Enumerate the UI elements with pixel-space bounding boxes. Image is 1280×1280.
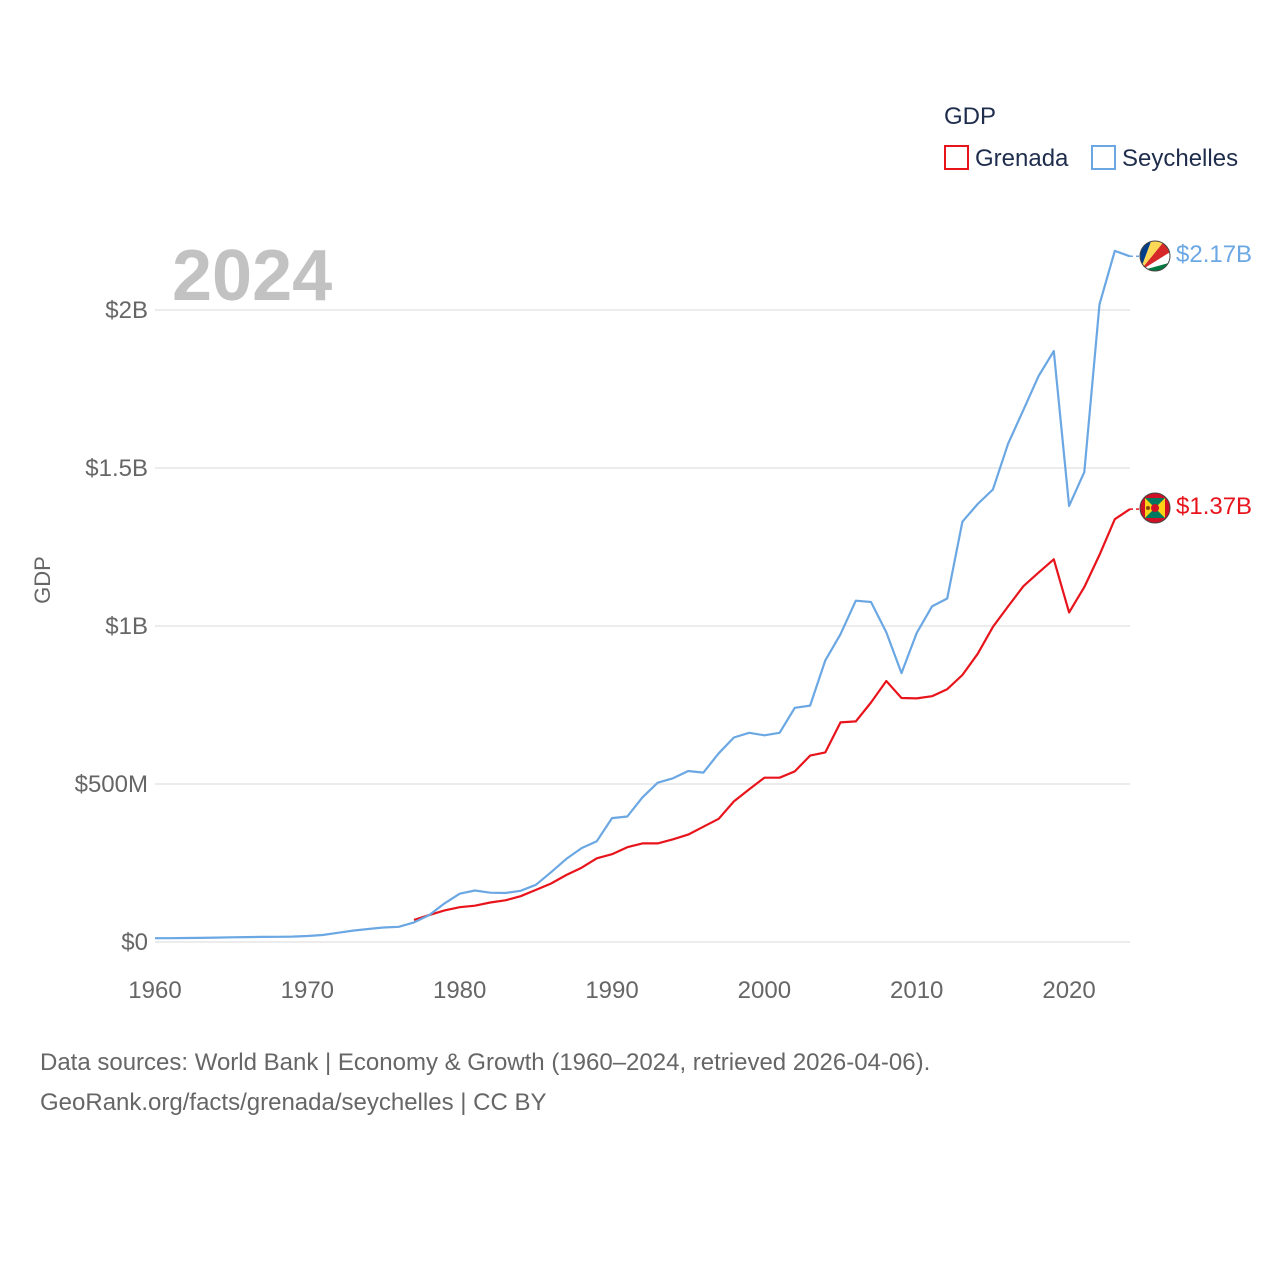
x-tick-label: 1970 [281, 977, 334, 1004]
y-tick-label: $2B [105, 297, 148, 324]
legend-swatch-seychelles [1091, 145, 1116, 170]
y-axis-title: GDP [30, 556, 55, 604]
legend: GDP Grenada Seychelles [944, 103, 1238, 172]
x-tick-label: 1980 [433, 977, 486, 1004]
legend-label-seychelles: Seychelles [1122, 145, 1238, 172]
series-lines [155, 249, 1140, 940]
source-line-2[interactable]: GeoRank.org/facts/grenada/seychelles | C… [40, 1089, 547, 1116]
legend-item-seychelles[interactable]: Seychelles [1091, 145, 1238, 172]
y-tick-label: $1B [105, 613, 148, 640]
x-tick-label: 1990 [585, 977, 638, 1004]
gridlines [155, 309, 1130, 943]
source-note: Data sources: World Bank | Economy & Gro… [40, 1043, 930, 1123]
x-tick-label: 2000 [738, 977, 791, 1004]
y-tick-label: $1.5B [85, 455, 148, 482]
grenada-flag-icon [1139, 492, 1171, 524]
series-line-seychelles [155, 249, 1131, 940]
y-tick-label: $0 [121, 929, 148, 956]
x-tick-label: 2010 [890, 977, 943, 1004]
grenada-end-value: $1.37B [1176, 493, 1252, 520]
seychelles-end-value: $2.17B [1176, 241, 1252, 268]
legend-item-grenada[interactable]: Grenada [944, 145, 1069, 172]
gdp-line-chart: $0 $500M $1B $1.5B $2B 1960 1970 1980 1990 2000 2… [30, 103, 1252, 1004]
y-tick-label: $500M [75, 771, 148, 798]
legend-label-grenada: Grenada [975, 145, 1069, 172]
seychelles-flag-icon [1139, 240, 1171, 272]
y-axis-ticks: $0 $500M $1B $1.5B $2B [75, 297, 148, 956]
legend-title: GDP [944, 103, 996, 130]
legend-swatch-grenada [944, 145, 969, 170]
x-axis-ticks: 1960 1970 1980 1990 2000 2010 2020 [128, 977, 1095, 1004]
x-tick-label: 2020 [1042, 977, 1095, 1004]
year-label: 2024 [172, 236, 332, 316]
source-line-1: Data sources: World Bank | Economy & Gro… [40, 1049, 931, 1076]
series-line-grenada [413, 508, 1131, 921]
x-tick-label: 1960 [128, 977, 181, 1004]
